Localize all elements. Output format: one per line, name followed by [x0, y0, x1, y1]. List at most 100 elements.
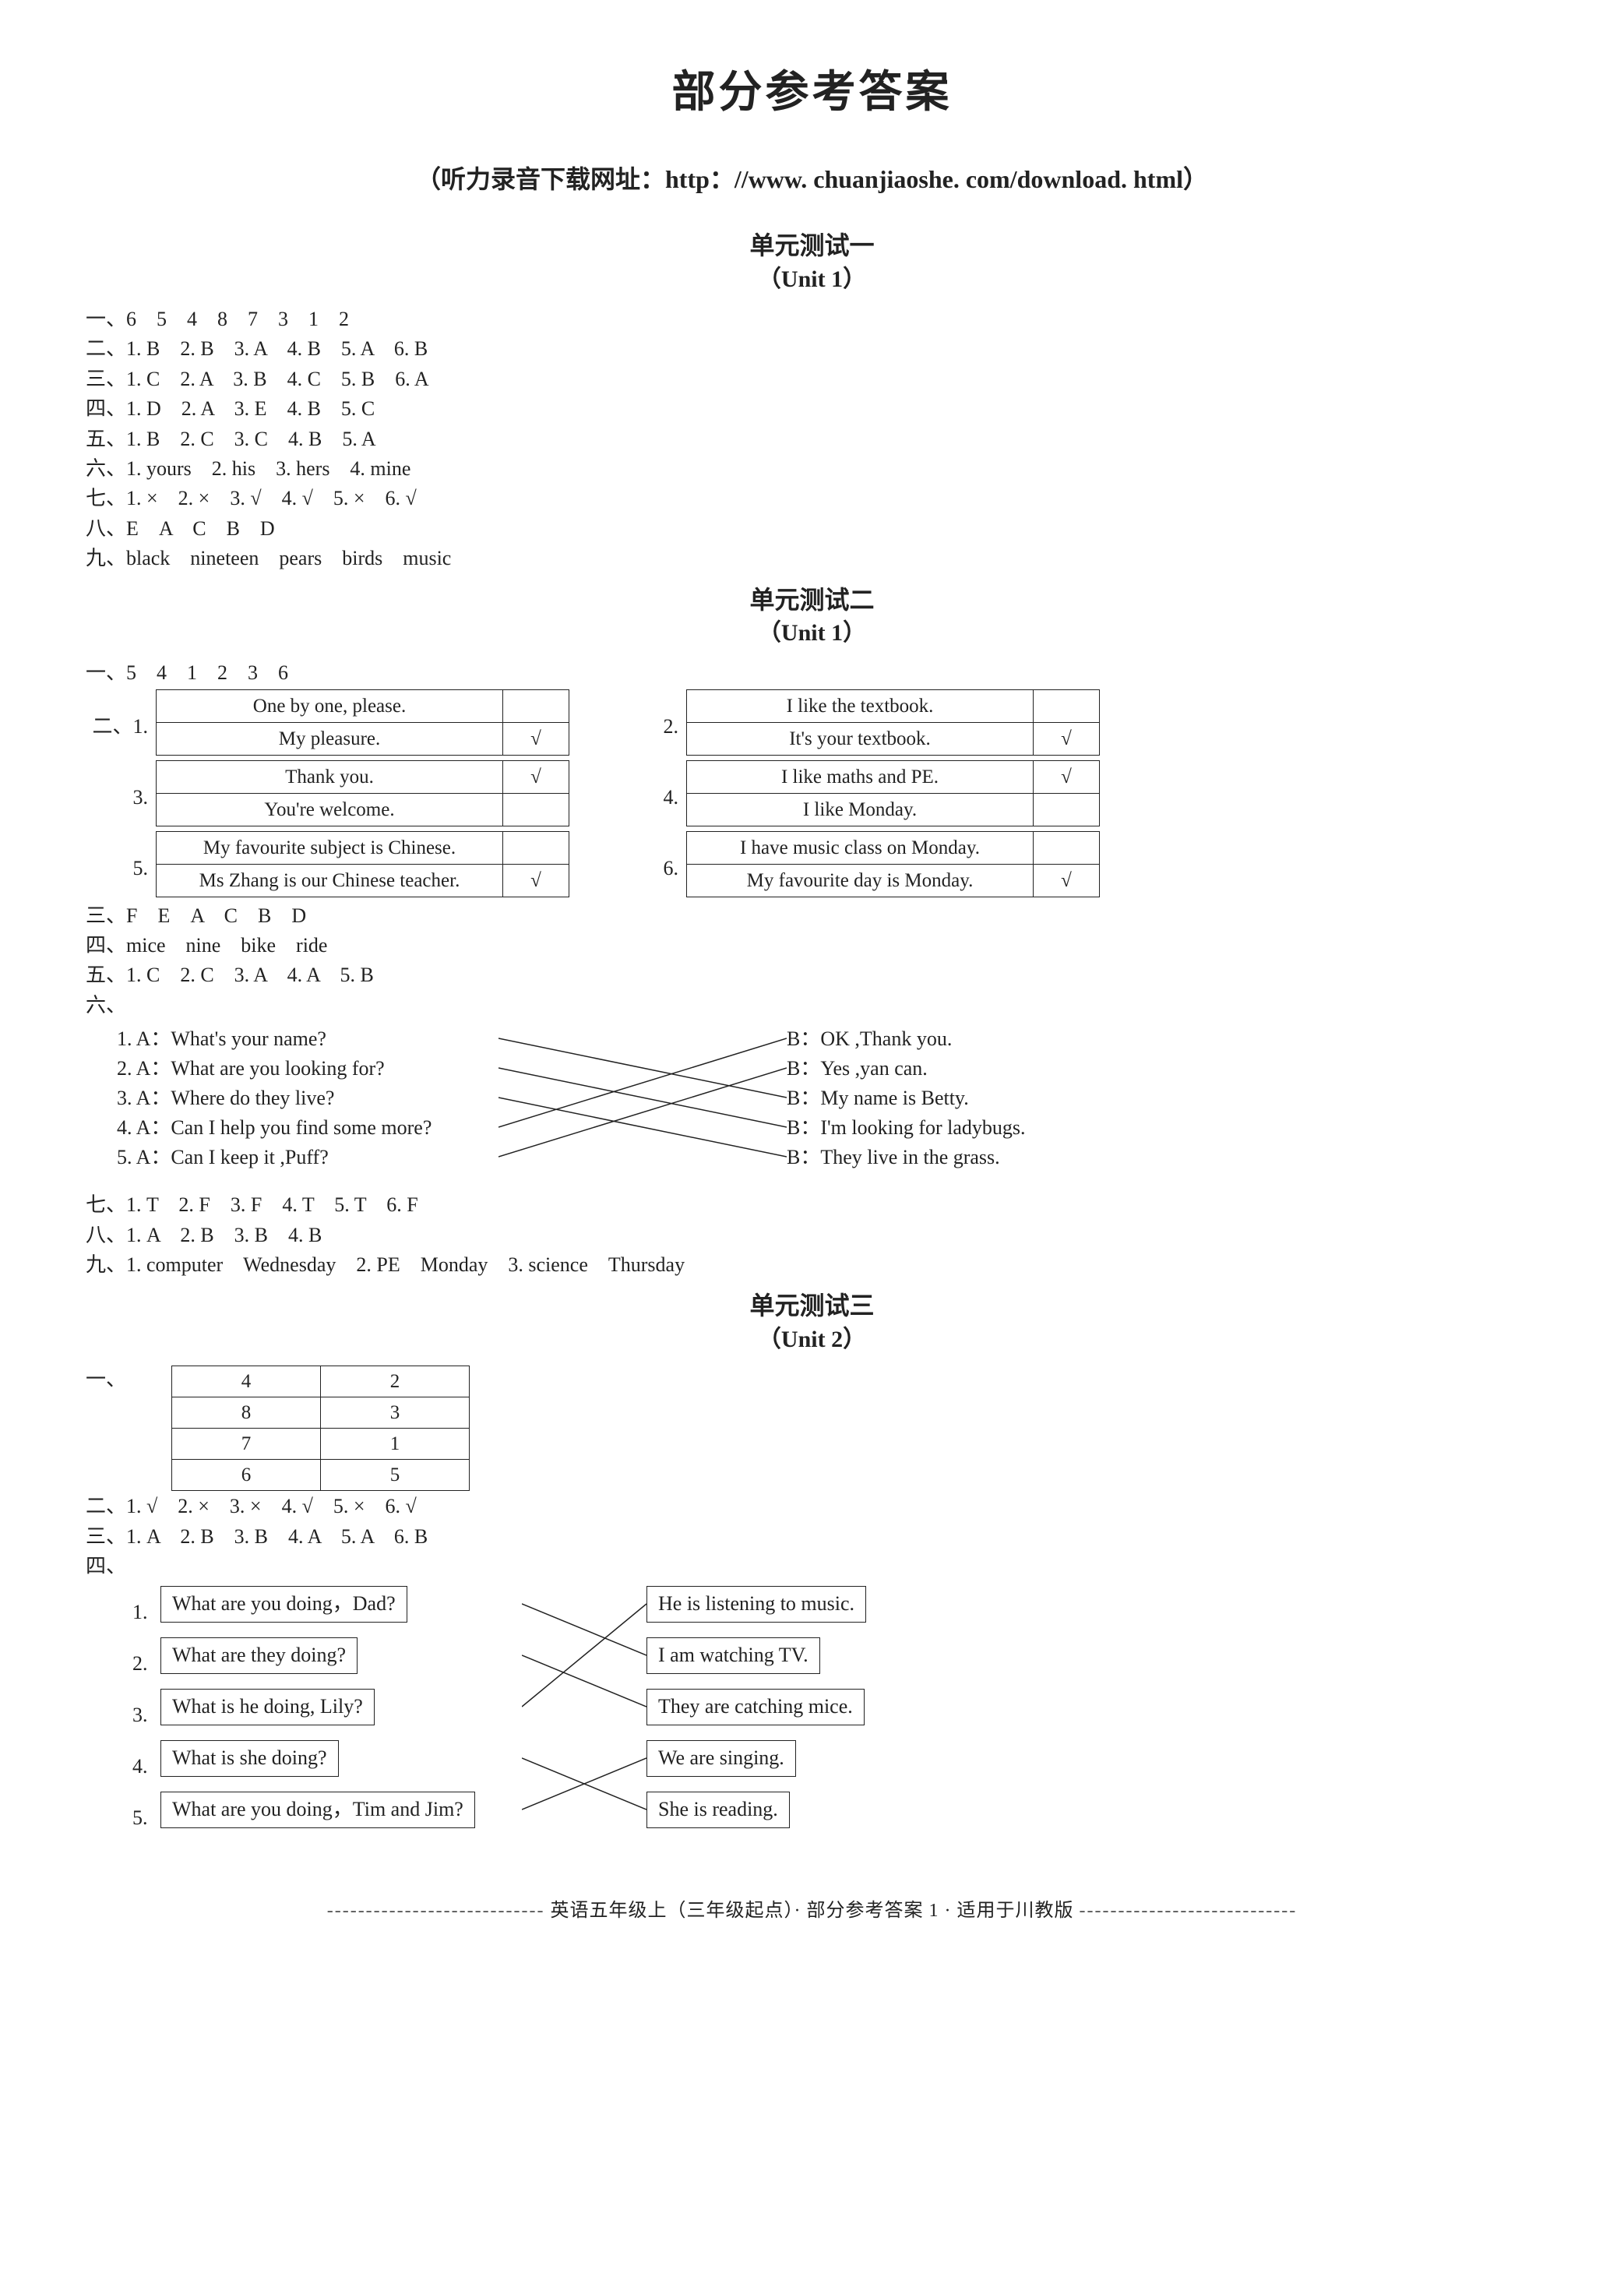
option-table: My favourite subject is Chinese. Ms Zhan…	[156, 831, 569, 897]
option-table: I like the textbook. It's your textbook.…	[686, 689, 1100, 756]
option-cell: My favourite day is Monday.	[687, 864, 1034, 897]
number-table: 42 83 71 65	[171, 1366, 470, 1491]
question-box: What are you doing，Tim and Jim?	[160, 1792, 475, 1827]
mark-cell: √	[1034, 864, 1100, 897]
option-cell: You're welcome.	[157, 793, 503, 826]
match-item: B：My name is Betty.	[787, 1084, 1026, 1113]
option-cell: My favourite subject is Chinese.	[157, 831, 503, 864]
table-cell: 1	[321, 1429, 470, 1460]
question-box: What is he doing, Lily?	[160, 1689, 375, 1725]
answer-line: 三、1. C 2. A 3. B 4. C 5. B 6. A	[86, 365, 1538, 393]
q-number: 2.	[616, 689, 686, 741]
footer-text: 英语五年级上（三年级起点）· 部分参考答案 1 · 适用于川教版	[551, 1901, 1074, 1921]
match-left-col: 1. A：What's your name? 2. A：What are you…	[117, 1024, 432, 1172]
q-number: 3.	[86, 760, 156, 812]
option-row: 3. Thank you.√ You're welcome. 4. I like…	[86, 760, 1538, 826]
match-right-col: B：OK ,Thank you. B：Yes ,yan can. B：My na…	[787, 1024, 1026, 1172]
table-cell: 8	[172, 1397, 321, 1429]
option-row: 5. My favourite subject is Chinese. Ms Z…	[86, 831, 1538, 897]
answer-line: 一、5 4 1 2 3 6	[86, 659, 1538, 687]
answer-box: She is reading.	[646, 1792, 790, 1827]
answer-line: 四、mice nine bike ride	[86, 932, 1538, 960]
answer-line: 八、1. A 2. B 3. B 4. B	[86, 1221, 1538, 1249]
test1-sub: （Unit 1）	[86, 263, 1538, 296]
answer-line: 九、1. computer Wednesday 2. PE Monday 3. …	[86, 1251, 1538, 1279]
box-right-col: He is listening to music. I am watching …	[646, 1587, 866, 1844]
answer-line: 七、1. × 2. × 3. √ 4. √ 5. × 6. √	[86, 485, 1538, 513]
option-table: I have music class on Monday. My favouri…	[686, 831, 1100, 897]
mark-cell: √	[503, 864, 569, 897]
match-lines-icon	[498, 1024, 787, 1180]
mark-cell	[1034, 831, 1100, 864]
match-item: B：I'm looking for ladybugs.	[787, 1113, 1026, 1143]
question-box: What is she doing?	[160, 1740, 339, 1776]
mark-cell	[503, 831, 569, 864]
answer-line: 五、1. C 2. C 3. A 4. A 5. B	[86, 961, 1538, 989]
answer-box: I am watching TV.	[646, 1637, 820, 1673]
option-cell: One by one, please.	[157, 689, 503, 722]
option-cell: I have music class on Monday.	[687, 831, 1034, 864]
section-label: 六、	[86, 992, 117, 1020]
option-row: 二、1. One by one, please. My pleasure.√ 2…	[86, 689, 1538, 756]
test3-head: 单元测试三	[86, 1288, 1538, 1323]
mark-cell: √	[1034, 760, 1100, 793]
section-label: 四、	[86, 1552, 125, 1580]
answer-box: We are singing.	[646, 1740, 796, 1776]
answer-line: 二、1. B 2. B 3. A 4. B 5. A 6. B	[86, 335, 1538, 363]
match-item: 5. A：Can I keep it ,Puff?	[117, 1143, 432, 1172]
answer-line: 三、1. A 2. B 3. B 4. A 5. A 6. B	[86, 1523, 1538, 1551]
option-cell: It's your textbook.	[687, 722, 1034, 755]
match-item: B：Yes ,yan can.	[787, 1054, 1026, 1084]
question-box: What are they doing?	[160, 1637, 358, 1673]
option-cell: I like Monday.	[687, 793, 1034, 826]
footer-dots: ----------------------------	[327, 1901, 545, 1921]
match-item: 2. A：What are you looking for?	[117, 1054, 432, 1084]
mark-cell: √	[503, 760, 569, 793]
table-cell: 5	[321, 1460, 470, 1491]
answer-line: 五、1. B 2. C 3. C 4. B 5. A	[86, 425, 1538, 453]
answer-box: They are catching mice.	[646, 1689, 865, 1725]
match-item: B：OK ,Thank you.	[787, 1024, 1026, 1054]
page-footer: ---------------------------- 英语五年级上（三年级起…	[86, 1898, 1538, 1925]
answer-line: 四、1. D 2. A 3. E 4. B 5. C	[86, 395, 1538, 423]
q-number: 1.	[132, 1598, 160, 1626]
test2-sub: （Unit 1）	[86, 617, 1538, 650]
page-title: 部分参考答案	[86, 62, 1538, 123]
table-cell: 3	[321, 1397, 470, 1429]
footer-dots: ----------------------------	[1079, 1901, 1297, 1921]
answer-line: 八、E A C B D	[86, 515, 1538, 543]
table-cell: 2	[321, 1366, 470, 1397]
q-number: 2.	[132, 1650, 160, 1678]
test1-head: 单元测试一	[86, 228, 1538, 263]
q-number: 二、1.	[86, 689, 156, 741]
answer-line: 三、F E A C B D	[86, 902, 1538, 930]
table-cell: 6	[172, 1460, 321, 1491]
match-item: 1. A：What's your name?	[117, 1024, 432, 1054]
mark-cell	[1034, 689, 1100, 722]
test3-sub: （Unit 2）	[86, 1323, 1538, 1356]
matching-block: 1. A：What's your name? 2. A：What are you…	[86, 1024, 1538, 1180]
option-table: Thank you.√ You're welcome.	[156, 760, 569, 826]
match-lines-icon	[522, 1587, 646, 1852]
mark-cell	[1034, 793, 1100, 826]
answer-line: 六、1. yours 2. his 3. hers 4. mine	[86, 455, 1538, 483]
q-number: 3.	[132, 1701, 160, 1729]
mark-cell	[503, 793, 569, 826]
option-cell: Thank you.	[157, 760, 503, 793]
answer-line: 七、1. T 2. F 3. F 4. T 5. T 6. F	[86, 1191, 1538, 1219]
test2-head: 单元测试二	[86, 583, 1538, 618]
box-matching-block: 1.What are you doing，Dad? 2.What are the…	[86, 1587, 1538, 1859]
match-item: 4. A：Can I help you find some more?	[117, 1113, 432, 1143]
match-item: B：They live in the grass.	[787, 1143, 1026, 1172]
table-cell: 7	[172, 1429, 321, 1460]
option-cell: Ms Zhang is our Chinese teacher.	[157, 864, 503, 897]
download-url: （听力录音下载网址：http：//www. chuanjiaoshe. com/…	[86, 162, 1538, 197]
mark-cell	[503, 689, 569, 722]
option-table: One by one, please. My pleasure.√	[156, 689, 569, 756]
q-number: 5.	[86, 831, 156, 883]
section-label: 一、	[86, 1366, 125, 1394]
option-cell: I like the textbook.	[687, 689, 1034, 722]
mark-cell: √	[503, 722, 569, 755]
option-cell: I like maths and PE.	[687, 760, 1034, 793]
q-number: 5.	[132, 1804, 160, 1832]
